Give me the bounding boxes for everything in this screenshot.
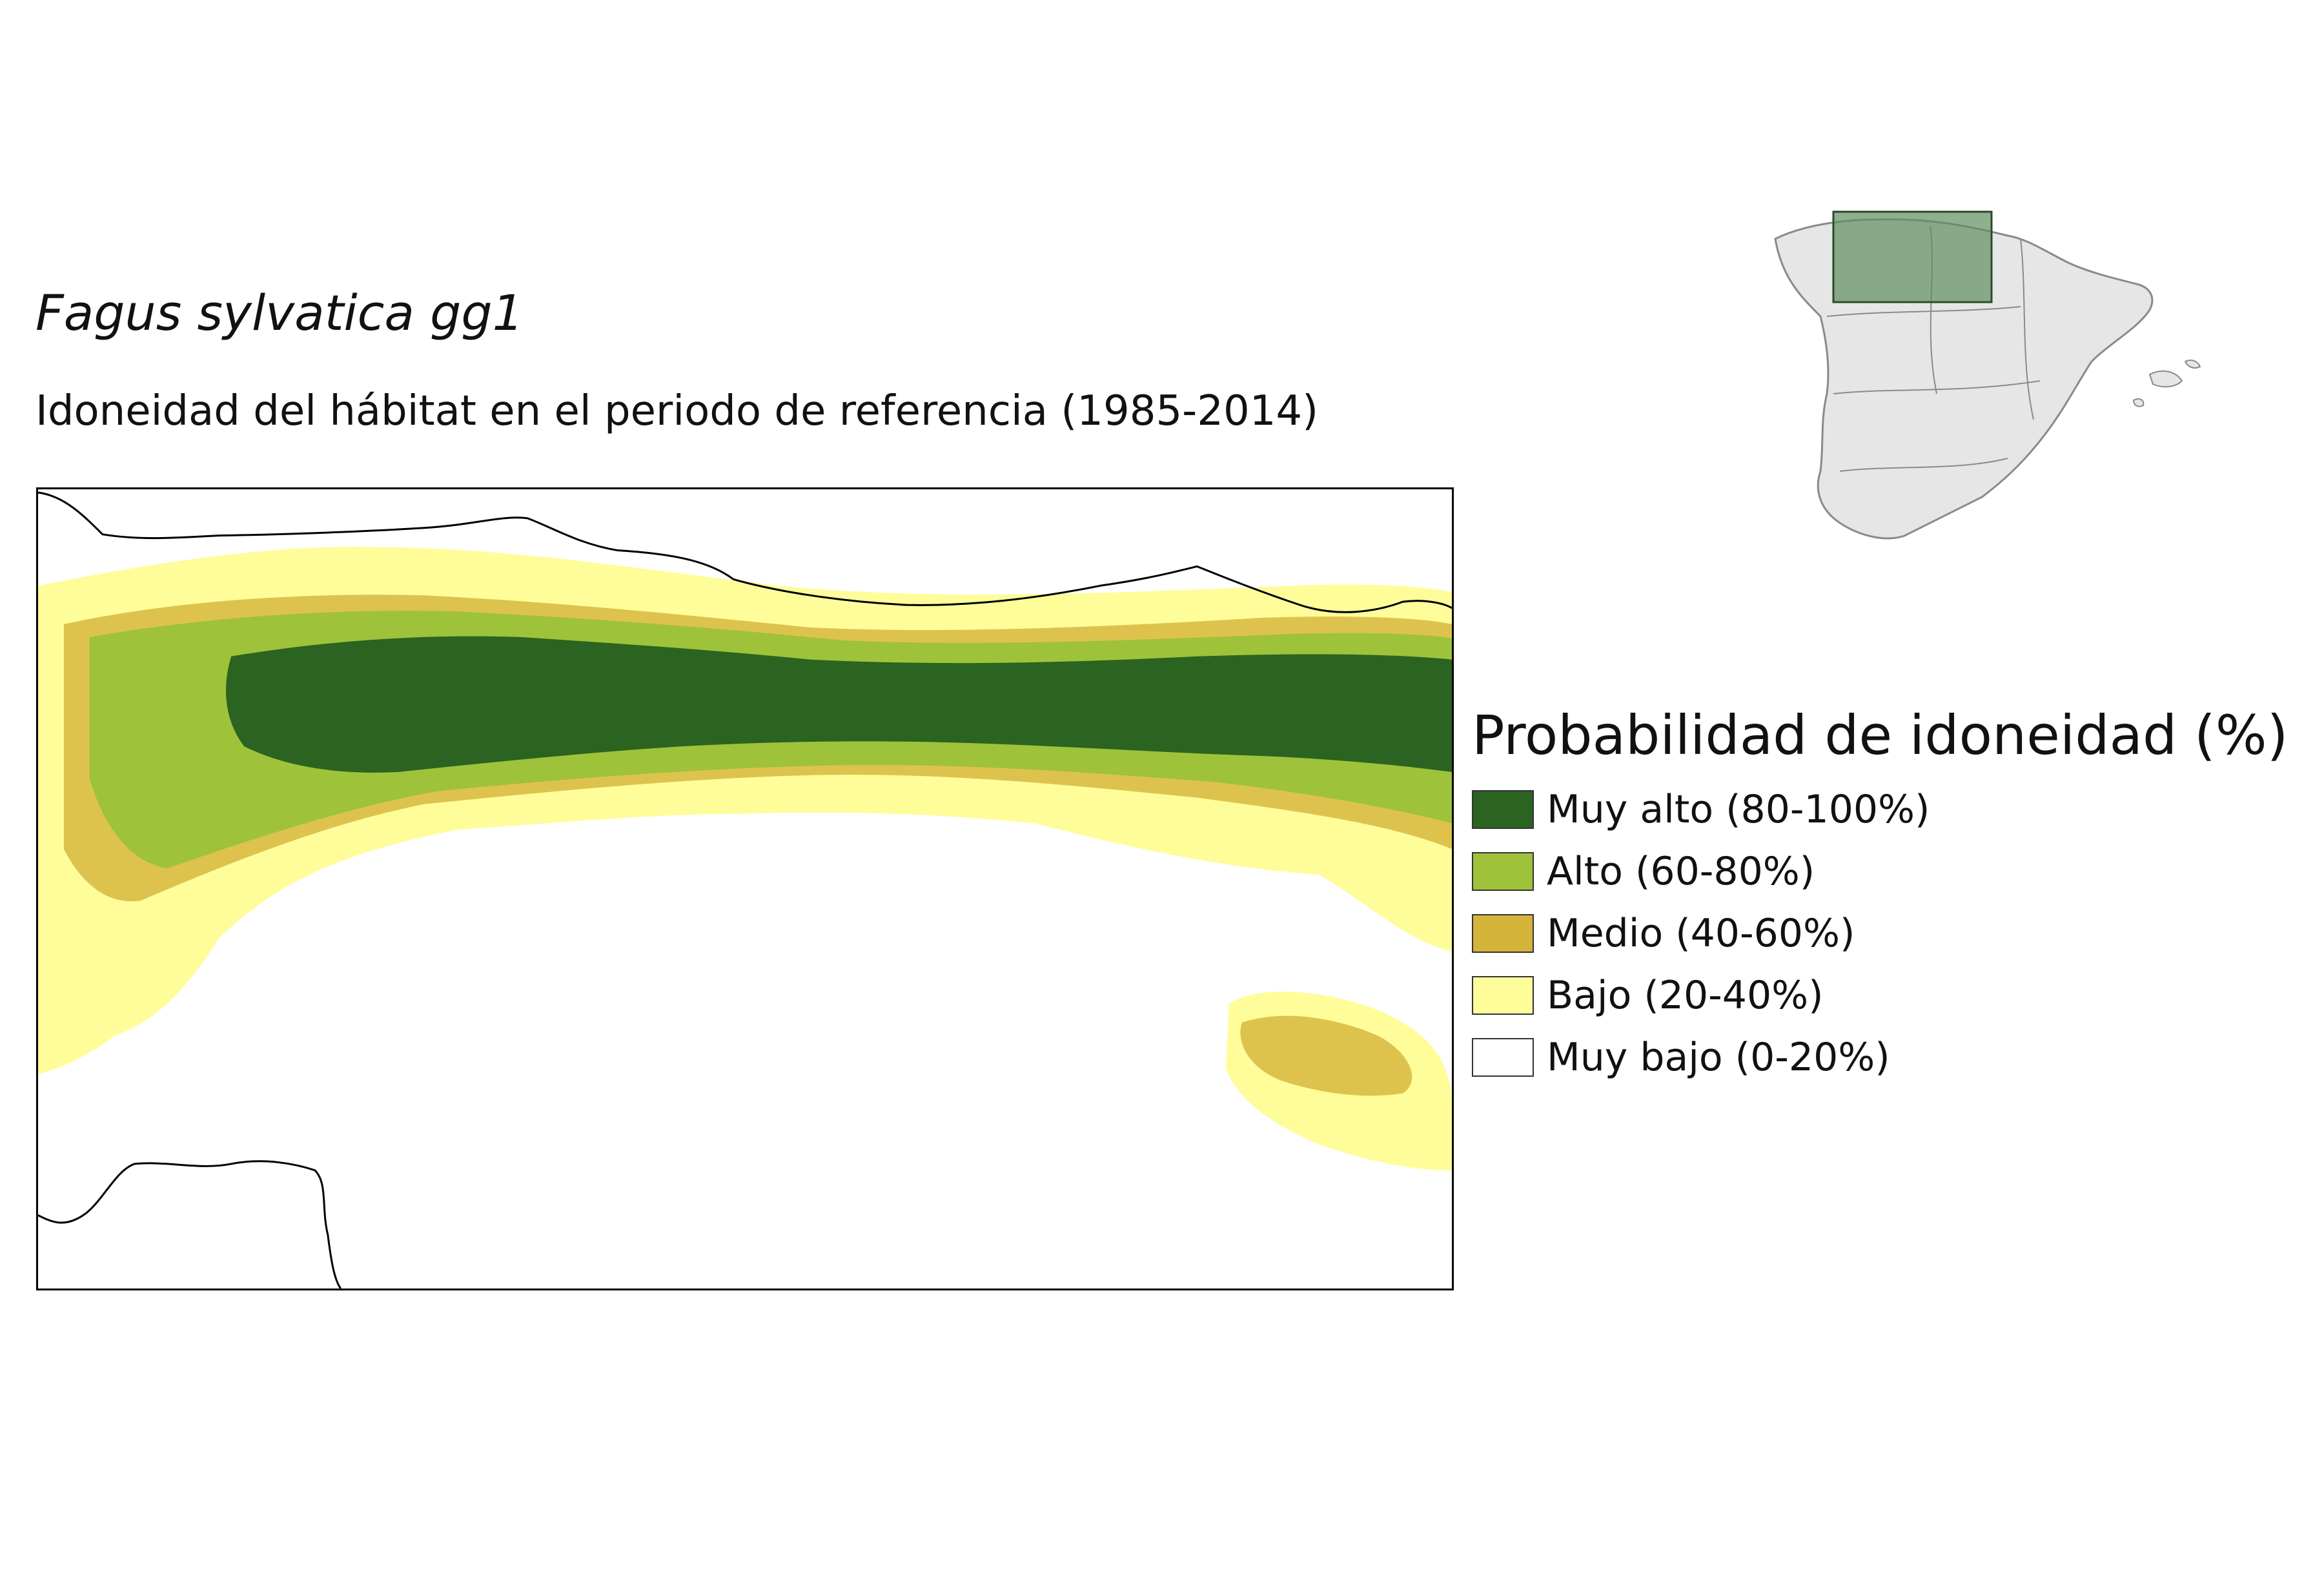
legend-swatch: [1472, 1038, 1534, 1077]
legend-title: Probabilidad de idoneidad (%): [1472, 704, 2288, 767]
legend-item-high: Alto (60-80%): [1472, 840, 2288, 902]
legend-label: Medio (40-60%): [1547, 911, 1855, 956]
legend-swatch: [1472, 790, 1534, 829]
legend-item-low: Bajo (20-40%): [1472, 964, 2288, 1026]
legend-label: Muy bajo (0-20%): [1547, 1035, 1890, 1080]
legend-label: Bajo (20-40%): [1547, 973, 1824, 1018]
zone-medium-patch: [1240, 1015, 1412, 1096]
legend-swatch: [1472, 852, 1534, 891]
balearic-islands: [2132, 360, 2201, 407]
habitat-suitability-map: [36, 487, 1454, 1290]
spain-locator-map: [1774, 210, 2201, 540]
map-title: Fagus sylvatica gg1: [36, 284, 524, 341]
legend-swatch: [1472, 976, 1534, 1015]
legend-item-medium: Medio (40-60%): [1472, 902, 2288, 964]
map-subtitle: Idoneidad del hábitat en el periodo de r…: [36, 387, 1319, 435]
coastline: [38, 491, 1452, 613]
legend-item-very-high: Muy alto (80-100%): [1472, 779, 2288, 840]
legend: Probabilidad de idoneidad (%) Muy alto (…: [1472, 704, 2288, 1088]
region-borders: [1826, 225, 2041, 472]
zone-very-high: [226, 636, 1452, 773]
legend-label: Muy alto (80-100%): [1547, 787, 1930, 832]
legend-swatch: [1472, 914, 1534, 953]
legend-label: Alto (60-80%): [1547, 849, 1815, 894]
suitability-raster: [38, 491, 1452, 1289]
study-area-highlight: [1832, 210, 1993, 303]
legend-item-very-low: Muy bajo (0-20%): [1472, 1026, 2288, 1088]
border-line: [38, 1160, 341, 1289]
